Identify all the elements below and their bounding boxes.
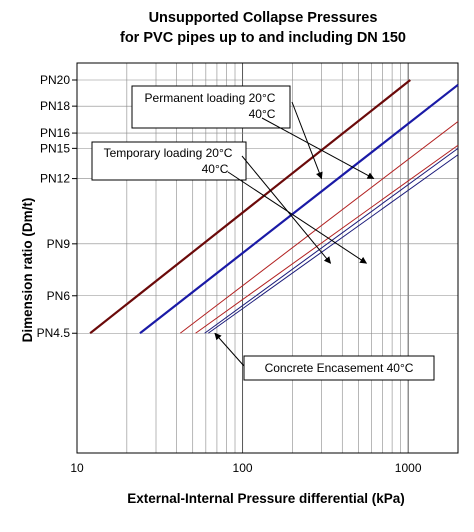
y-tick-label: PN6 [47, 289, 71, 303]
annotation-text: 40°C [249, 107, 276, 121]
y-tick-label: PN16 [40, 126, 70, 140]
series-line [179, 121, 459, 334]
y-axis-label: Dimension ratio (Dm/t) [20, 198, 35, 343]
annotation-arrow [241, 155, 332, 264]
x-axis-label: External-Internal Pressure differential … [127, 491, 405, 506]
x-tick-label: 10 [70, 461, 84, 475]
annotation-text: Temporary loading 20°C [104, 146, 233, 160]
y-tick-label: PN9 [47, 237, 71, 251]
y-tick-label: PN18 [40, 99, 70, 113]
plot-frame [76, 62, 459, 454]
series-line [195, 144, 459, 334]
y-tick-label: PN20 [40, 73, 70, 87]
series-lines [89, 79, 459, 335]
annotation-text: Concrete Encasement 40°C [265, 361, 414, 375]
y-tick-label: PN15 [40, 141, 70, 155]
annotation-arrow [291, 101, 323, 180]
annotation-arrow [261, 117, 375, 180]
y-tick-label: PN4.5 [37, 326, 71, 340]
annotation-text: 40°C [202, 162, 229, 176]
annotations: Permanent loading 20°C 40°C Temporary load… [91, 85, 435, 381]
annotation-box [131, 85, 291, 129]
series-line [207, 154, 459, 334]
series-line [89, 79, 411, 335]
series-line [204, 147, 459, 334]
chart-subtitle: for PVC pipes up to and including DN 150 [120, 30, 406, 46]
annotation-box [243, 355, 435, 381]
annotation-text: Permanent loading 20°C [145, 91, 276, 105]
x-tick-label: 100 [233, 461, 253, 475]
annotation-arrow [214, 332, 245, 367]
annotation-arrow [227, 171, 368, 264]
x-tick-label: 1000 [395, 461, 422, 475]
chart-title: Unsupported Collapse Pressures [149, 10, 378, 26]
annotation-box [91, 141, 247, 181]
series-line [139, 83, 459, 335]
y-tick-label: PN12 [40, 172, 70, 186]
